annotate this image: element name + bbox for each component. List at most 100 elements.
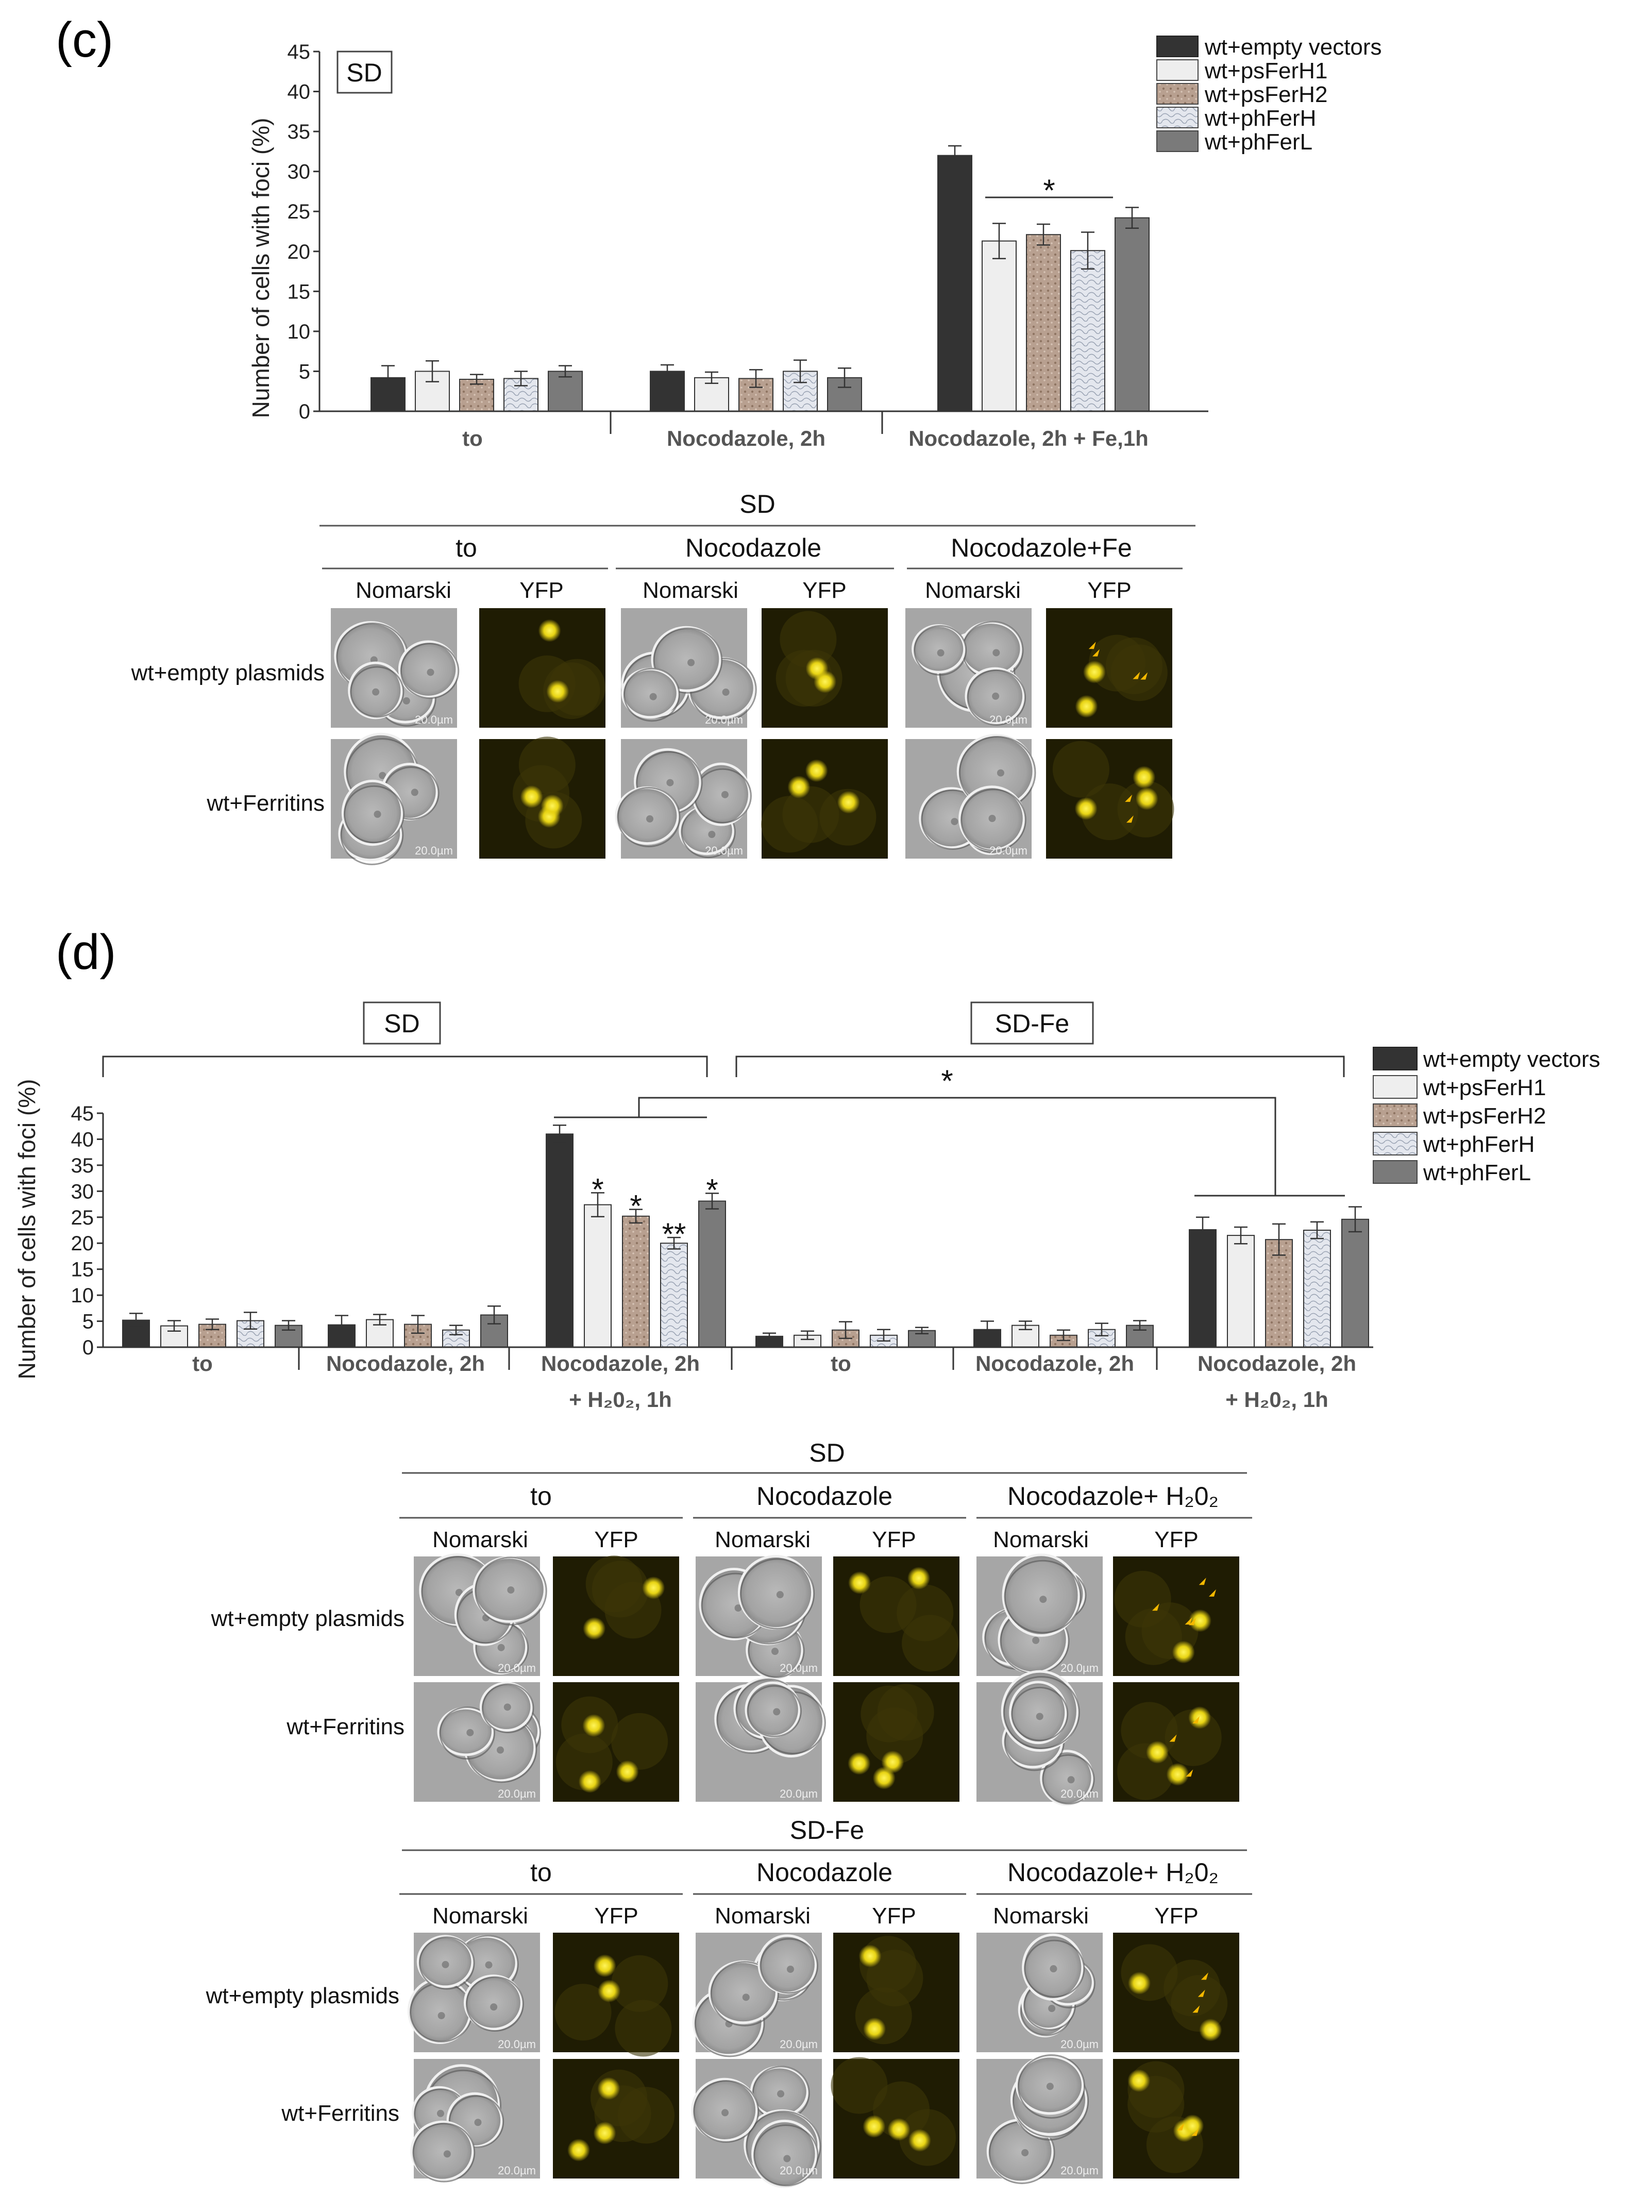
d-errorbar-g3-s2: [839, 1321, 852, 1339]
d-y-tick-2: 10: [71, 1284, 94, 1307]
c-errorbar-g1-s1: [705, 371, 718, 384]
d-bar-g5-s3: [1303, 1230, 1331, 1348]
d-errorbar-g0-s3: [244, 1312, 257, 1330]
d-y-tick-8: 40: [71, 1128, 94, 1151]
d-y-tick-9: 45: [71, 1102, 94, 1125]
micro-c-ch-yfp-0: YFP: [519, 578, 564, 603]
d-errorbar-g4-s3: [1095, 1322, 1108, 1337]
legend-swatch-c-4: [1156, 130, 1199, 152]
micro-d-sd-ch-1: YFP: [594, 1527, 638, 1552]
legend-swatch-c-3: [1156, 107, 1199, 128]
c-y-tick-9: 45: [288, 41, 311, 63]
micro-d-sdfe-scale-r0-c2: 20.0µm: [780, 2038, 818, 2051]
micro-d-sdfe-img-r1-c2: 20.0µm: [691, 2059, 822, 2188]
micro-d-sdfe-row-0: wt+empty plasmids: [206, 1983, 399, 2008]
c-bar-g2-s2: [1026, 234, 1061, 412]
category-label-d-1: Nocodazole, 2h: [326, 1351, 485, 1376]
d-bar-g2-s3: [660, 1243, 688, 1348]
c-y-tick-7: 35: [288, 121, 311, 143]
micro-c-scale-r0-c2: 20.0µm: [705, 713, 743, 726]
micro-d-sd-row-0: wt+empty plasmids: [211, 1606, 404, 1631]
d-bar-g5-s1: [1227, 1235, 1255, 1348]
legend-label-d-2: wt+psFerH2: [1423, 1103, 1546, 1129]
micro-c-img-r1-c3: [761, 739, 888, 859]
micrographs-d-sdfe: SD-Fe to Nocodazole Nocodazole+ H₂0₂ Nom…: [206, 1816, 1252, 2188]
d-bar-g2-s1: [584, 1204, 612, 1348]
micro-d-sd-img-r0-c1: [553, 1555, 679, 1676]
c-errorbar-g2-s2: [1037, 223, 1050, 246]
micro-d-sdfe-img-r0-c5: [1113, 1933, 1239, 2052]
c-y-tick-1: 5: [299, 360, 310, 383]
c-errorbar-g0-s2: [470, 374, 483, 385]
d-errorbar-g0-s0: [129, 1313, 143, 1328]
micro-c-ch-nomarski-1: Nomarski: [643, 578, 738, 603]
d-errorbar-g3-s3: [877, 1329, 890, 1342]
d-errorbar-g0-s1: [167, 1320, 181, 1332]
micro-d-sdfe-img-r0-c0: 20.0µm: [408, 1933, 540, 2052]
category-label-c-2: Nocodazole, 2h + Fe,1h: [908, 426, 1149, 450]
d-errorbar-g1-s2: [411, 1315, 425, 1334]
micro-d-sd-img-r1-c3: [833, 1682, 959, 1802]
c-bar-g2-s3: [1070, 250, 1105, 412]
panel-d: (d) SD SD-Fe * Number of cells with foci…: [13, 925, 1600, 2188]
micro-d-sd-img-r1-c2: 20.0µm: [696, 1677, 826, 1802]
micro-d-sd-ch-5: YFP: [1154, 1527, 1199, 1552]
d-errorbar-g2-s3: [667, 1236, 681, 1250]
micro-d-sdfe-ch-3: YFP: [872, 1903, 916, 1929]
micro-d-sd-scale-r1-c4: 20.0µm: [1060, 1787, 1099, 1800]
c-errorbar-g2-s3: [1081, 231, 1094, 270]
d-errorbar-g3-s4: [915, 1327, 929, 1335]
c-y-tick-8: 40: [288, 81, 311, 104]
c-y-tick-2: 10: [288, 321, 311, 343]
micro-d-sd-img-r0-c4: 20.0µm: [976, 1553, 1103, 1676]
legend-label-c-1: wt+psFerH1: [1204, 58, 1327, 83]
medium-box-c-label: SD: [346, 58, 382, 87]
micro-d-sd-scale-r0-c0: 20.0µm: [498, 1662, 536, 1674]
micro-d-sd-scale-r0-c2: 20.0µm: [780, 1662, 818, 1674]
legend-swatch-d-0: [1373, 1047, 1418, 1070]
legend-swatch-c-0: [1156, 36, 1199, 57]
legend-label-c-2: wt+psFerH2: [1204, 82, 1327, 107]
micro-c-ch-yfp-2: YFP: [1087, 578, 1132, 603]
d-errorbar-g4-s4: [1133, 1320, 1147, 1331]
micro-d-sdfe-img-r1-c4: 20.0µm: [976, 2054, 1103, 2184]
micro-c-img-r1-c5: [1046, 739, 1174, 859]
legend-swatch-d-1: [1373, 1075, 1418, 1099]
micro-d-sd-img-r0-c3: [833, 1556, 959, 1676]
micro-d-sdfe-scale-r1-c4: 20.0µm: [1060, 2164, 1099, 2177]
d-errorbar-g2-s1: [591, 1192, 604, 1218]
category-label-c-0: to: [462, 426, 483, 450]
micro-c-scale-r1-c0: 20.0µm: [415, 844, 453, 857]
d-errorbar-g1-s4: [487, 1305, 501, 1325]
d-y-tick-3: 15: [71, 1259, 94, 1281]
micro-d-sdfe-ch-4: Nomarski: [993, 1903, 1089, 1929]
micro-c-ch-nomarski-0: Nomarski: [356, 578, 451, 603]
micro-d-sdfe-cond-1: Nocodazole: [756, 1858, 892, 1887]
legend-d: wt+empty vectors wt+psFerH1 wt+psFerH2 w…: [1373, 1047, 1600, 1185]
d-errorbar-g0-s4: [282, 1320, 295, 1331]
micro-d-sdfe-img-r1-c0: 20.0µm: [410, 2059, 540, 2183]
category-label-d-3: to: [831, 1351, 851, 1376]
c-errorbar-g1-s0: [661, 364, 674, 379]
micro-d-sd-row-1: wt+Ferritins: [286, 1714, 404, 1739]
c-bar-g2-s1: [982, 240, 1017, 412]
legend-label-c-3: wt+phFerH: [1204, 106, 1316, 131]
legend-label-c-4: wt+phFerL: [1204, 129, 1312, 155]
micro-c-img-r1-c2: 20.0µm: [615, 739, 752, 859]
c-errorbar-g2-s0: [948, 145, 962, 166]
micro-c-cond-2: Nocodazole+Fe: [951, 533, 1132, 562]
c-errorbar-g2-s1: [992, 223, 1006, 259]
micro-c-row-0: wt+empty plasmids: [131, 660, 325, 685]
d-errorbar-g5-s4: [1348, 1206, 1362, 1233]
y-axis-label-c: Number of cells with foci (%): [247, 118, 274, 418]
micro-d-sdfe-img-r0-c4: 20.0µm: [976, 1933, 1103, 2052]
micro-c-img-r0-c4: 20.0µm: [905, 608, 1032, 728]
micro-d-sdfe-img-r1-c5: [1113, 2059, 1239, 2179]
legend-label-d-1: wt+psFerH1: [1423, 1075, 1546, 1100]
legend-label-c-0: wt+empty vectors: [1204, 35, 1382, 60]
micro-c-scale-r1-c4: 20.0µm: [989, 844, 1027, 857]
micro-d-sdfe-scale-r1-c2: 20.0µm: [780, 2164, 818, 2177]
micro-c-img-r0-c1: [479, 608, 605, 728]
micro-d-sdfe-img-r1-c1: [553, 2059, 679, 2179]
